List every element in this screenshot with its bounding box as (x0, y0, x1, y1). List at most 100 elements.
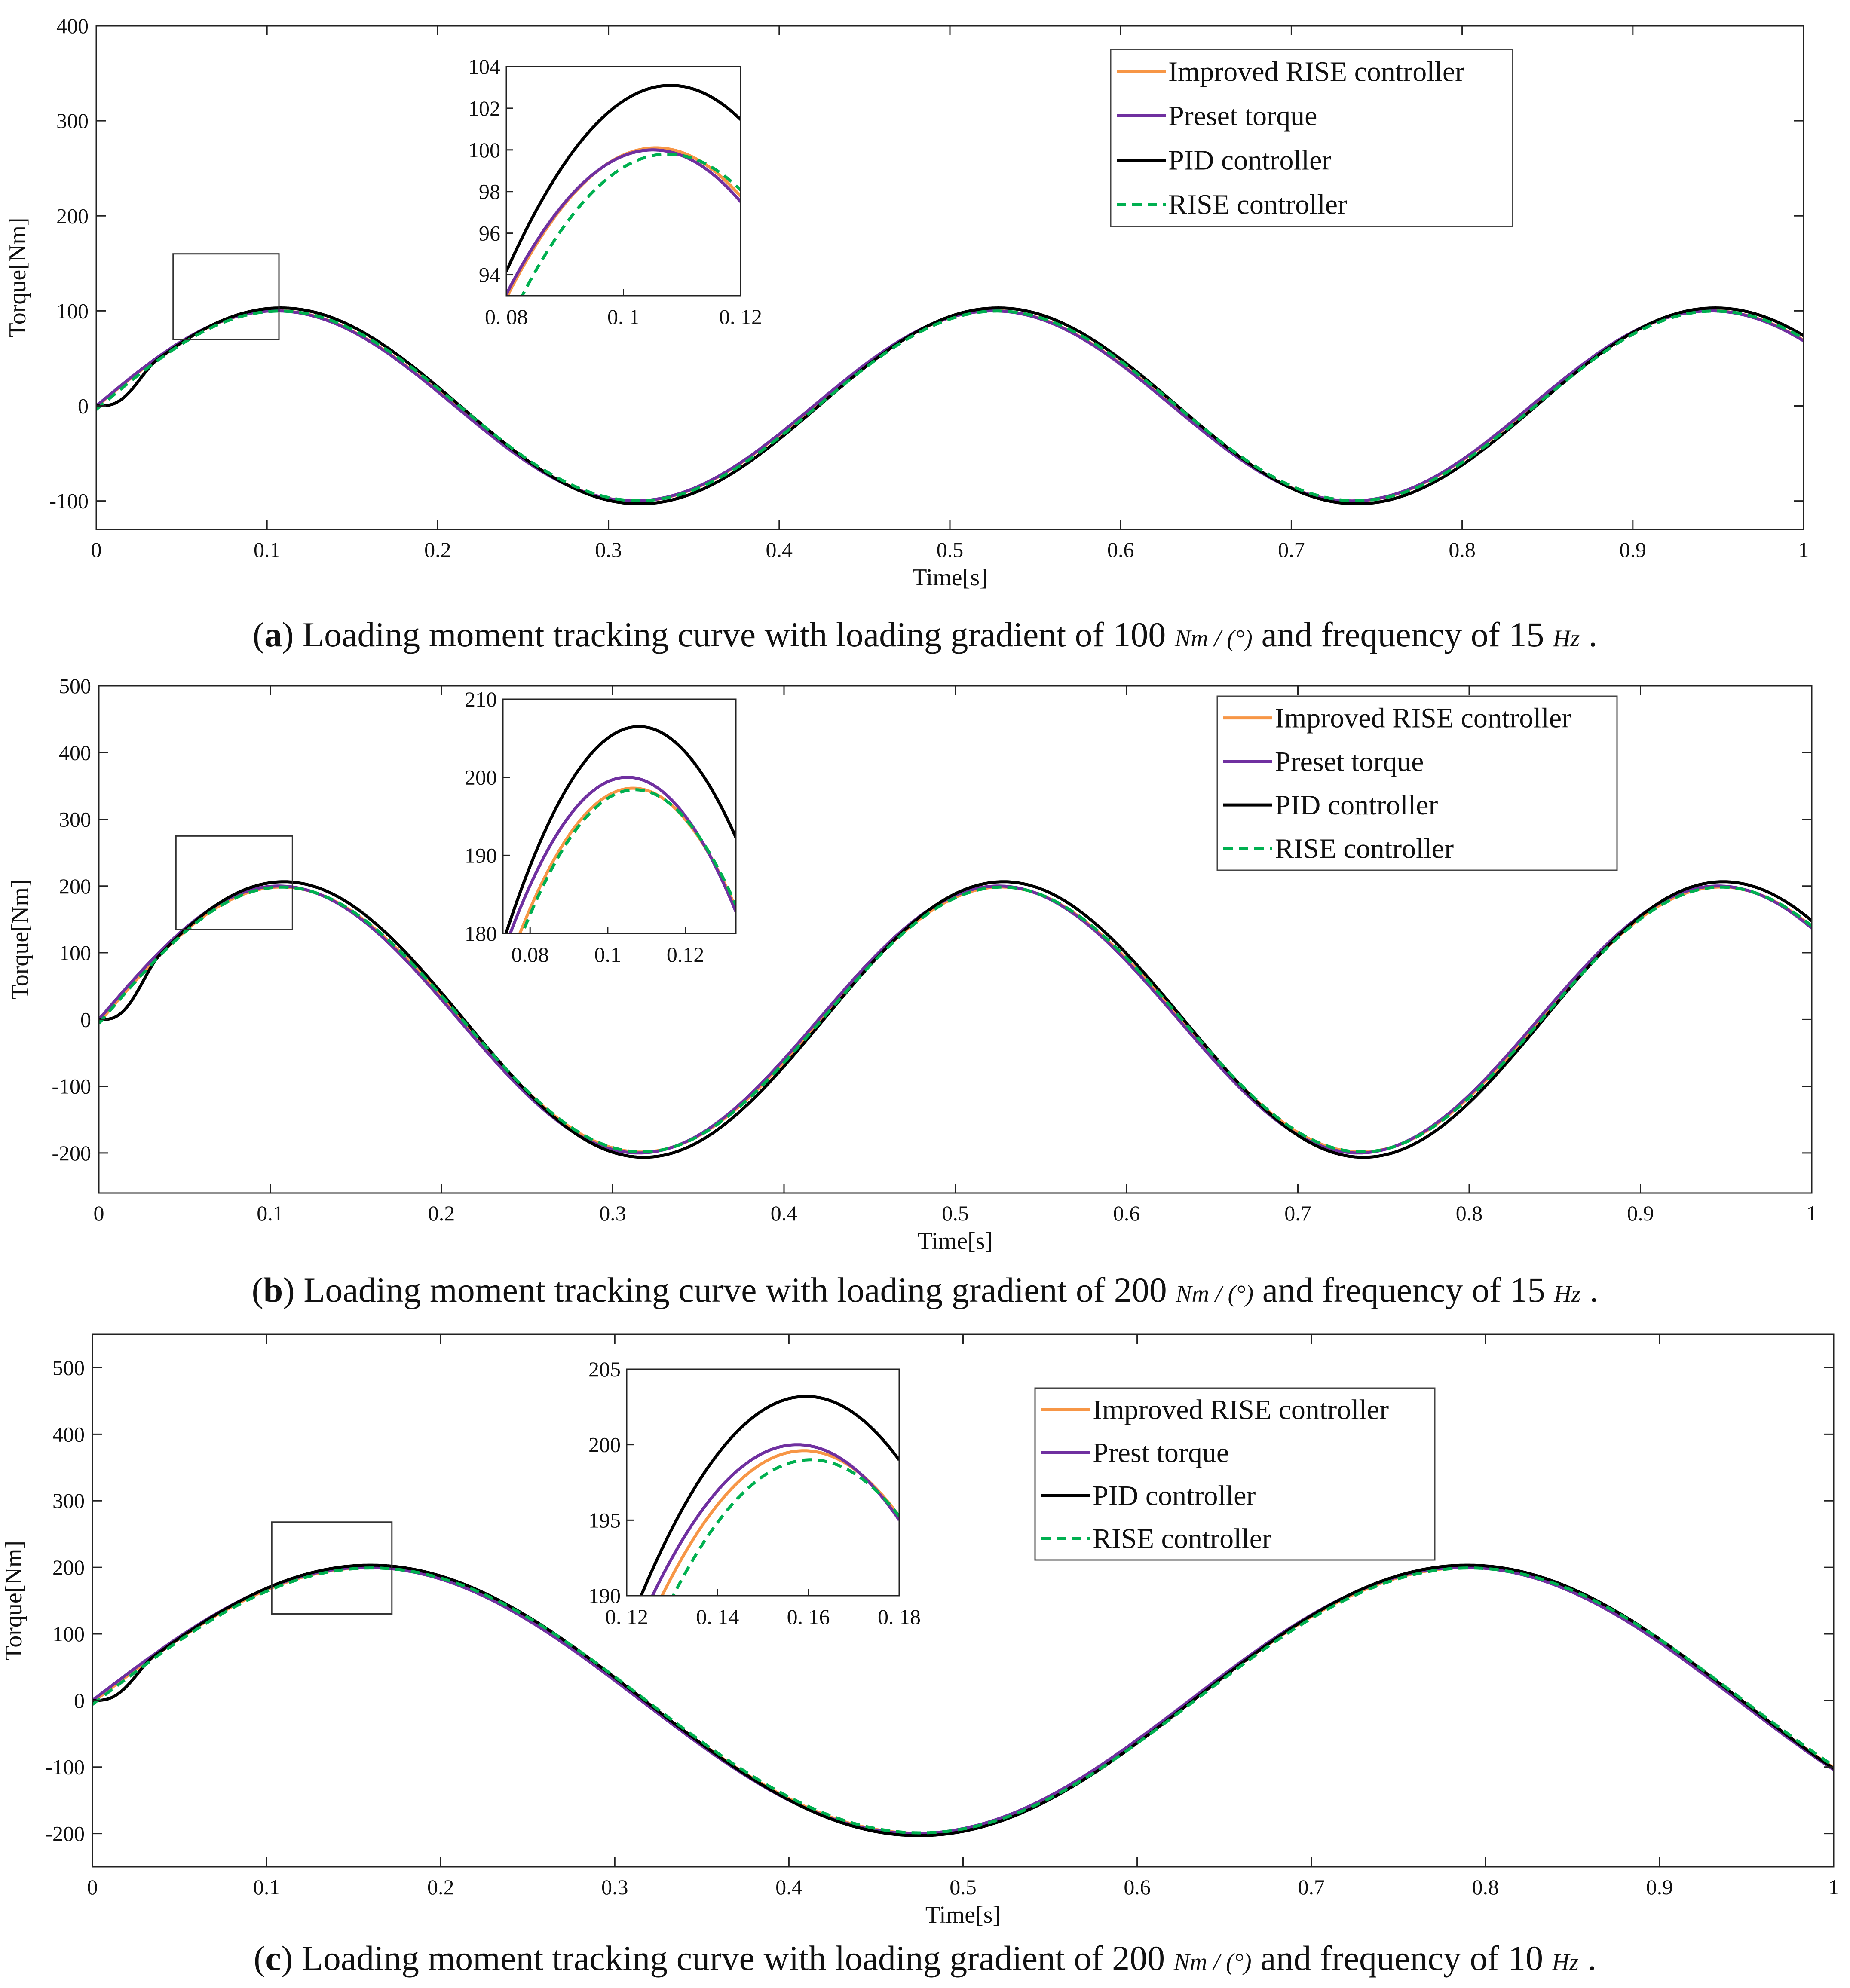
caption-text: Loading moment tracking curve with loadi… (294, 615, 1175, 654)
inset-background (503, 699, 736, 933)
caption-unit: Hz (1552, 1949, 1579, 1976)
x-tick-label: 0.2 (427, 1875, 454, 1899)
caption-a: (a) Loading moment tracking curve with l… (252, 615, 1598, 654)
x-tick-label: 0.3 (601, 1875, 628, 1899)
caption-unit: Nm / (°) (1176, 1281, 1254, 1307)
x-tick-label: 0.1 (253, 1875, 280, 1899)
y-tick-label: 0 (80, 1007, 91, 1031)
legend: Improved RISE controller Preset torque PID… (1110, 49, 1513, 227)
legend-entry: PID controller (1275, 789, 1438, 821)
x-tick-label: 0.1 (257, 1201, 284, 1225)
x-tick-label: 0.9 (1627, 1201, 1654, 1225)
y-tick-label: 500 (52, 1355, 85, 1379)
x-tick-label: 0.9 (1620, 538, 1647, 562)
inset-y-tick-label: 98 (479, 180, 500, 204)
y-tick-label: 400 (59, 740, 91, 765)
inset-y-tick-label: 100 (468, 138, 500, 162)
y-tick-label: -100 (49, 489, 89, 513)
y-tick-label: 0 (74, 1688, 85, 1713)
inset-x-tick-label: 0. 16 (787, 1605, 830, 1629)
x-tick-label: 0.7 (1278, 538, 1305, 562)
y-tick-label: 100 (52, 1622, 85, 1646)
x-tick-label: 0.3 (599, 1201, 626, 1225)
legend-entry: Preset torque (1168, 101, 1317, 132)
series-line (99, 884, 1812, 1155)
legend-entry: Improved RISE controller (1168, 56, 1464, 88)
legend: Improved RISE controller Preset torque PID… (1216, 695, 1618, 871)
legend-entry: Improved RISE controller (1275, 703, 1571, 734)
x-axis-label: Time[s] (912, 564, 987, 591)
y-tick-label: 500 (59, 674, 91, 698)
inset-y-tick-label: 200 (588, 1433, 621, 1457)
series-line (96, 309, 1804, 503)
inset-x-tick-label: 0. 08 (485, 305, 528, 329)
x-tick-label: 0.2 (424, 538, 451, 562)
legend-box (1110, 49, 1513, 227)
inset-x-tick-label: 0. 18 (878, 1605, 921, 1629)
inset-x-tick-label: 0. 12 (719, 305, 762, 329)
inset-background (627, 1369, 899, 1596)
chart-panel-a: 0 0.1 0.2 0.3 0.4 0.5 0.6 0.7 0.8 0.9 1 -100 0 100 200… (4, 14, 1809, 591)
inset-series-line (520, 153, 741, 296)
inset-y-tick-label: 210 (465, 687, 497, 711)
caption-letter: c (265, 1939, 281, 1978)
x-tick-label: 0.4 (771, 1201, 798, 1225)
inset-x-tick-label: 0.08 (511, 942, 549, 966)
y-tick-label: -100 (52, 1074, 91, 1098)
caption-unit: Hz (1554, 1281, 1581, 1307)
x-axis-label: Time[s] (918, 1228, 993, 1254)
inset-series-line (506, 148, 741, 295)
series-line (96, 309, 1804, 502)
chart-panel-b: 0 0.1 0.2 0.3 0.4 0.5 0.6 0.7 0.8 0.9 1 -200 -100 0 10… (7, 674, 1817, 1254)
inset-x-tick-label: 0. 14 (696, 1605, 739, 1629)
x-tick-label: 0 (94, 1201, 104, 1225)
caption-unit: Hz (1553, 625, 1580, 652)
x-tick-label: 0.8 (1456, 1201, 1483, 1225)
caption-text: and frequency of 10 (1251, 1939, 1552, 1978)
caption-unit: Nm / (°) (1174, 625, 1253, 652)
x-tick-label: 1 (1807, 1201, 1817, 1225)
series-line (92, 1563, 1834, 1837)
series-line (99, 885, 1812, 1153)
y-tick-label: 0 (78, 394, 89, 418)
inset-series-line (671, 1458, 899, 1596)
inset-series-line (651, 1443, 899, 1596)
x-tick-label: 0 (87, 1875, 98, 1899)
x-tick-label: 0 (91, 538, 102, 562)
zoom-box (175, 835, 293, 930)
x-tick-label: 0.5 (937, 538, 964, 562)
x-tick-label: 0.2 (428, 1201, 455, 1225)
inset-y-tick-label: 200 (465, 765, 497, 789)
caption-text: and frequency of 15 (1252, 615, 1553, 654)
y-axis-label: Torque[Nm] (4, 217, 31, 337)
caption-unit: Nm / (°) (1173, 1949, 1252, 1976)
y-tick-label: 400 (56, 14, 89, 38)
legend-entry: Improved RISE controller (1093, 1394, 1389, 1425)
zoom-box (271, 1521, 393, 1615)
legend-entry: PID controller (1093, 1480, 1256, 1511)
legend: Improved RISE controller Prest torque PID … (1034, 1387, 1436, 1561)
inset-plot: 0. 12 0. 14 0. 16 0. 18 190 195 200 205 (588, 1357, 921, 1629)
x-tick-label: 1 (1829, 1875, 1839, 1899)
inset-y-tick-label: 205 (588, 1357, 621, 1381)
x-axis-label: Time[s] (925, 1902, 1001, 1928)
series-line (96, 309, 1804, 503)
y-tick-label: 200 (52, 1555, 85, 1579)
series-line (92, 1566, 1834, 1835)
caption-text: . (1578, 1939, 1596, 1978)
inset-y-tick-label: 190 (588, 1584, 621, 1608)
y-tick-label: 200 (56, 204, 89, 228)
x-tick-label: 0.8 (1472, 1875, 1499, 1899)
caption-c: (c) Loading moment tracking curve with l… (254, 1939, 1596, 1978)
inset-x-tick-label: 0. 1 (607, 305, 640, 329)
x-tick-label: 0.9 (1646, 1875, 1673, 1899)
inset-frame (626, 1368, 900, 1597)
series-line (99, 880, 1812, 1159)
y-tick-label: 300 (59, 807, 91, 832)
y-axis-label: Torque[Nm] (7, 879, 34, 999)
inset-plot: 0.08 0.1 0.12 180 190 200 210 (465, 687, 737, 966)
inset-x-tick-label: 0.12 (667, 942, 704, 966)
legend-entry: RISE controller (1093, 1523, 1271, 1554)
zoom-box (172, 253, 280, 340)
series-line (92, 1566, 1834, 1835)
